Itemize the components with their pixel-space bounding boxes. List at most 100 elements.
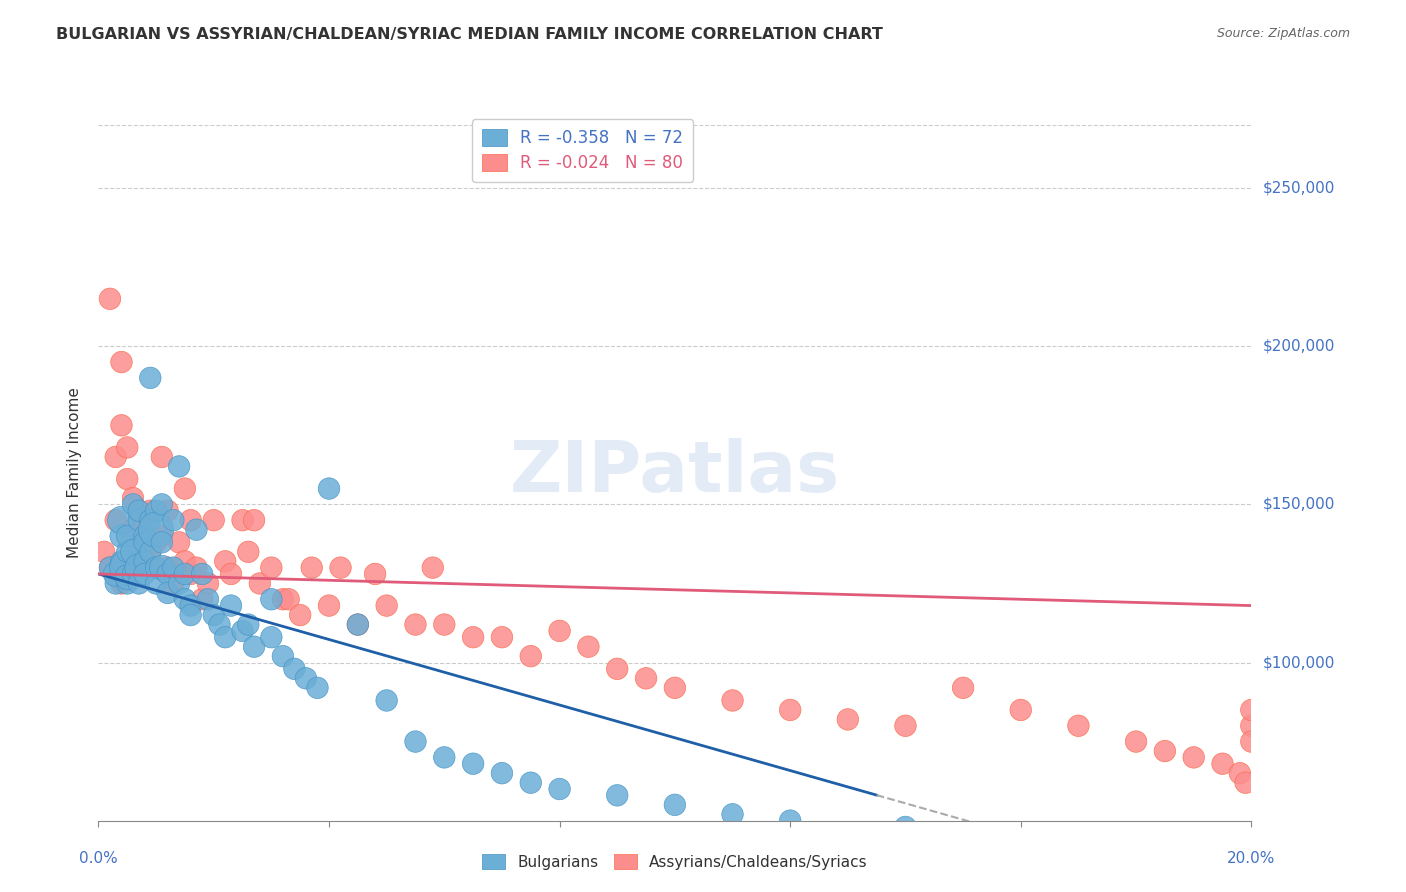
Point bbox=[104, 513, 127, 527]
Point bbox=[156, 586, 179, 600]
Point bbox=[664, 681, 686, 695]
Point bbox=[346, 617, 368, 632]
Point bbox=[134, 554, 156, 568]
Point bbox=[122, 491, 145, 505]
Point bbox=[180, 599, 202, 613]
Point bbox=[295, 671, 318, 685]
Point bbox=[122, 545, 145, 559]
Point bbox=[180, 566, 202, 581]
Point bbox=[98, 292, 121, 306]
Point bbox=[117, 576, 138, 591]
Point bbox=[122, 560, 145, 574]
Point bbox=[150, 529, 173, 543]
Point bbox=[117, 566, 138, 581]
Point bbox=[1229, 766, 1251, 780]
Text: ZIPatlas: ZIPatlas bbox=[510, 438, 839, 508]
Point bbox=[156, 560, 179, 574]
Point bbox=[894, 820, 917, 834]
Point bbox=[191, 566, 214, 581]
Point bbox=[122, 497, 145, 511]
Point bbox=[128, 545, 150, 559]
Point bbox=[167, 576, 190, 591]
Point bbox=[150, 450, 173, 464]
Point bbox=[110, 513, 132, 527]
Point bbox=[139, 545, 162, 559]
Point bbox=[139, 545, 162, 559]
Point bbox=[433, 750, 456, 764]
Point bbox=[197, 576, 219, 591]
Point bbox=[1010, 703, 1032, 717]
Point bbox=[405, 734, 427, 748]
Point bbox=[491, 630, 513, 644]
Point bbox=[174, 592, 197, 607]
Point bbox=[405, 617, 427, 632]
Point bbox=[243, 513, 266, 527]
Point bbox=[150, 560, 173, 574]
Point bbox=[461, 630, 484, 644]
Point bbox=[167, 459, 190, 474]
Point bbox=[260, 592, 283, 607]
Point bbox=[110, 529, 132, 543]
Point bbox=[214, 554, 236, 568]
Point bbox=[1240, 703, 1263, 717]
Point bbox=[664, 797, 686, 812]
Point bbox=[243, 640, 266, 654]
Point bbox=[110, 554, 132, 568]
Point bbox=[186, 560, 208, 574]
Point bbox=[260, 560, 283, 574]
Point bbox=[520, 649, 543, 664]
Point bbox=[260, 630, 283, 644]
Point bbox=[122, 523, 145, 537]
Point bbox=[219, 599, 242, 613]
Point bbox=[128, 504, 150, 518]
Point bbox=[290, 608, 312, 623]
Point bbox=[180, 513, 202, 527]
Point bbox=[1125, 734, 1147, 748]
Point bbox=[375, 693, 398, 707]
Point bbox=[721, 693, 744, 707]
Point bbox=[145, 576, 167, 591]
Point bbox=[134, 513, 156, 527]
Point bbox=[422, 560, 444, 574]
Point bbox=[1212, 756, 1234, 771]
Legend: Bulgarians, Assyrians/Chaldeans/Syriacs: Bulgarians, Assyrians/Chaldeans/Syriacs bbox=[477, 847, 873, 876]
Point bbox=[128, 504, 150, 518]
Point bbox=[271, 649, 294, 664]
Point bbox=[104, 566, 127, 581]
Point bbox=[1153, 744, 1175, 758]
Point bbox=[346, 617, 368, 632]
Point bbox=[93, 545, 115, 559]
Text: 0.0%: 0.0% bbox=[79, 851, 118, 866]
Point bbox=[364, 566, 387, 581]
Point bbox=[307, 681, 329, 695]
Point bbox=[1240, 734, 1263, 748]
Point bbox=[139, 504, 162, 518]
Point bbox=[162, 513, 184, 527]
Point bbox=[167, 535, 190, 549]
Point bbox=[238, 617, 260, 632]
Point bbox=[779, 703, 801, 717]
Point bbox=[145, 560, 167, 574]
Point bbox=[1234, 775, 1257, 789]
Point bbox=[134, 535, 156, 549]
Point bbox=[779, 814, 801, 828]
Point bbox=[150, 497, 173, 511]
Point bbox=[301, 560, 323, 574]
Text: Source: ZipAtlas.com: Source: ZipAtlas.com bbox=[1216, 27, 1350, 40]
Point bbox=[197, 592, 219, 607]
Point bbox=[202, 608, 225, 623]
Point bbox=[156, 566, 179, 581]
Point bbox=[606, 789, 628, 803]
Point bbox=[578, 640, 600, 654]
Point bbox=[433, 617, 456, 632]
Point bbox=[271, 592, 294, 607]
Point bbox=[139, 513, 162, 527]
Text: $150,000: $150,000 bbox=[1263, 497, 1334, 512]
Text: $100,000: $100,000 bbox=[1263, 655, 1334, 670]
Point bbox=[110, 355, 132, 369]
Point bbox=[98, 560, 121, 574]
Point bbox=[117, 441, 138, 455]
Point bbox=[894, 719, 917, 733]
Point bbox=[145, 523, 167, 537]
Text: BULGARIAN VS ASSYRIAN/CHALDEAN/SYRIAC MEDIAN FAMILY INCOME CORRELATION CHART: BULGARIAN VS ASSYRIAN/CHALDEAN/SYRIAC ME… bbox=[56, 27, 883, 42]
